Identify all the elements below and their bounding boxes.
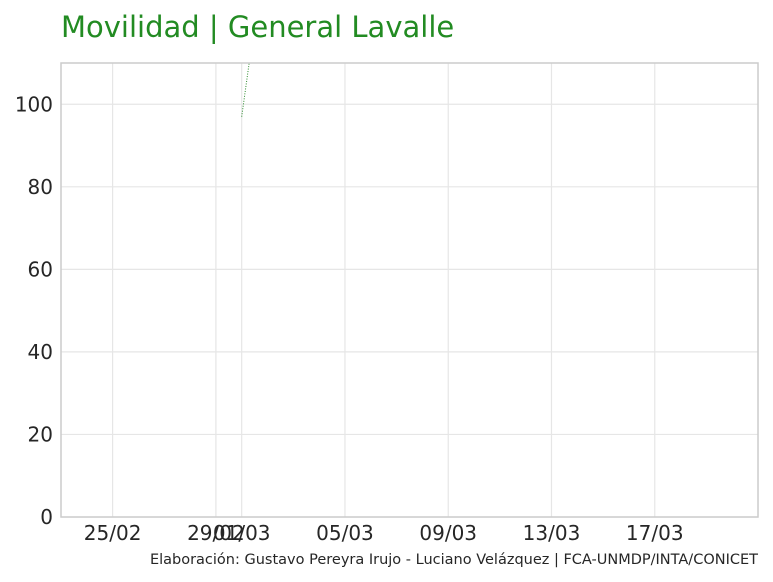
y-tick-label: 0 (40, 505, 53, 529)
y-axis-ticks: 0 20 40 60 80 100 (15, 92, 53, 529)
y-tick-label: 100 (15, 92, 53, 116)
series-layer (241, 63, 250, 117)
x-tick-label: 29/02 (187, 521, 245, 545)
x-tick-label: 05/03 (316, 521, 374, 545)
grid-lines (61, 63, 758, 518)
x-tick-label: 01/03 (213, 521, 271, 545)
chart-caption: Elaboración: Gustavo Pereyra Irujo - Luc… (149, 552, 758, 568)
y-tick-label: 20 (28, 422, 53, 446)
y-tick-label: 40 (28, 340, 53, 364)
plot-frame (60, 62, 759, 518)
series-line (241, 63, 250, 117)
x-tick-label: 09/03 (419, 521, 477, 545)
y-tick-label: 80 (28, 175, 53, 199)
y-tick-label: 60 (28, 257, 53, 281)
x-tick-label: 13/03 (523, 521, 581, 545)
x-tick-label: 17/03 (626, 521, 684, 545)
chart-title: Movilidad | General Lavalle (61, 10, 455, 44)
x-tick-label: 25/02 (84, 521, 142, 545)
